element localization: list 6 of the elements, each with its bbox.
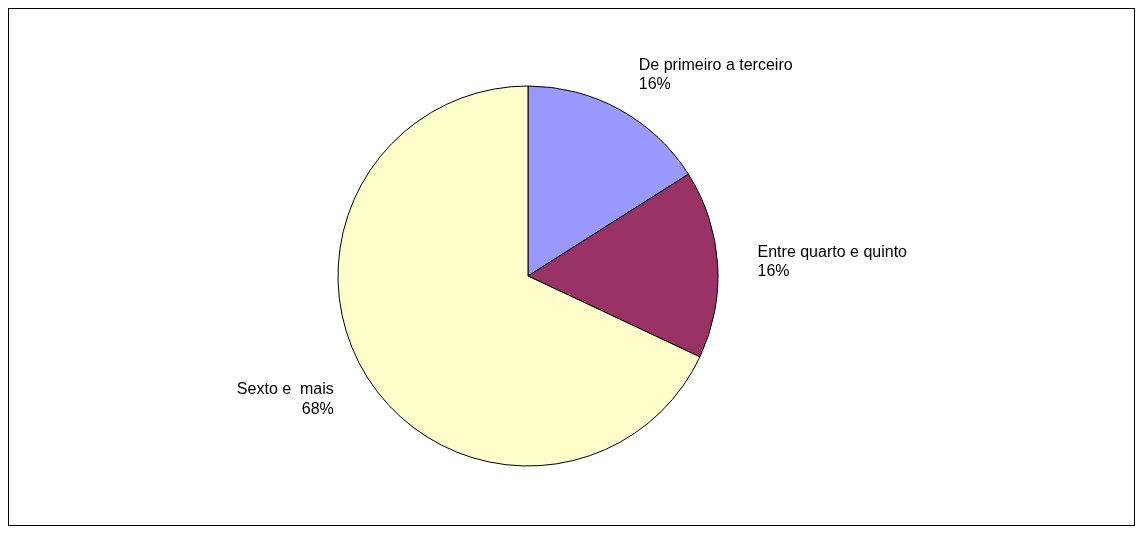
data-label: 16% <box>757 261 790 279</box>
data-label: 68% <box>301 399 334 417</box>
slice-label: De primeiro a terceiro <box>638 55 793 73</box>
data-label: 16% <box>638 74 671 92</box>
slice-label: Sexto e mais <box>236 380 334 398</box>
slice-label: Entre quarto e quinto <box>757 242 908 260</box>
